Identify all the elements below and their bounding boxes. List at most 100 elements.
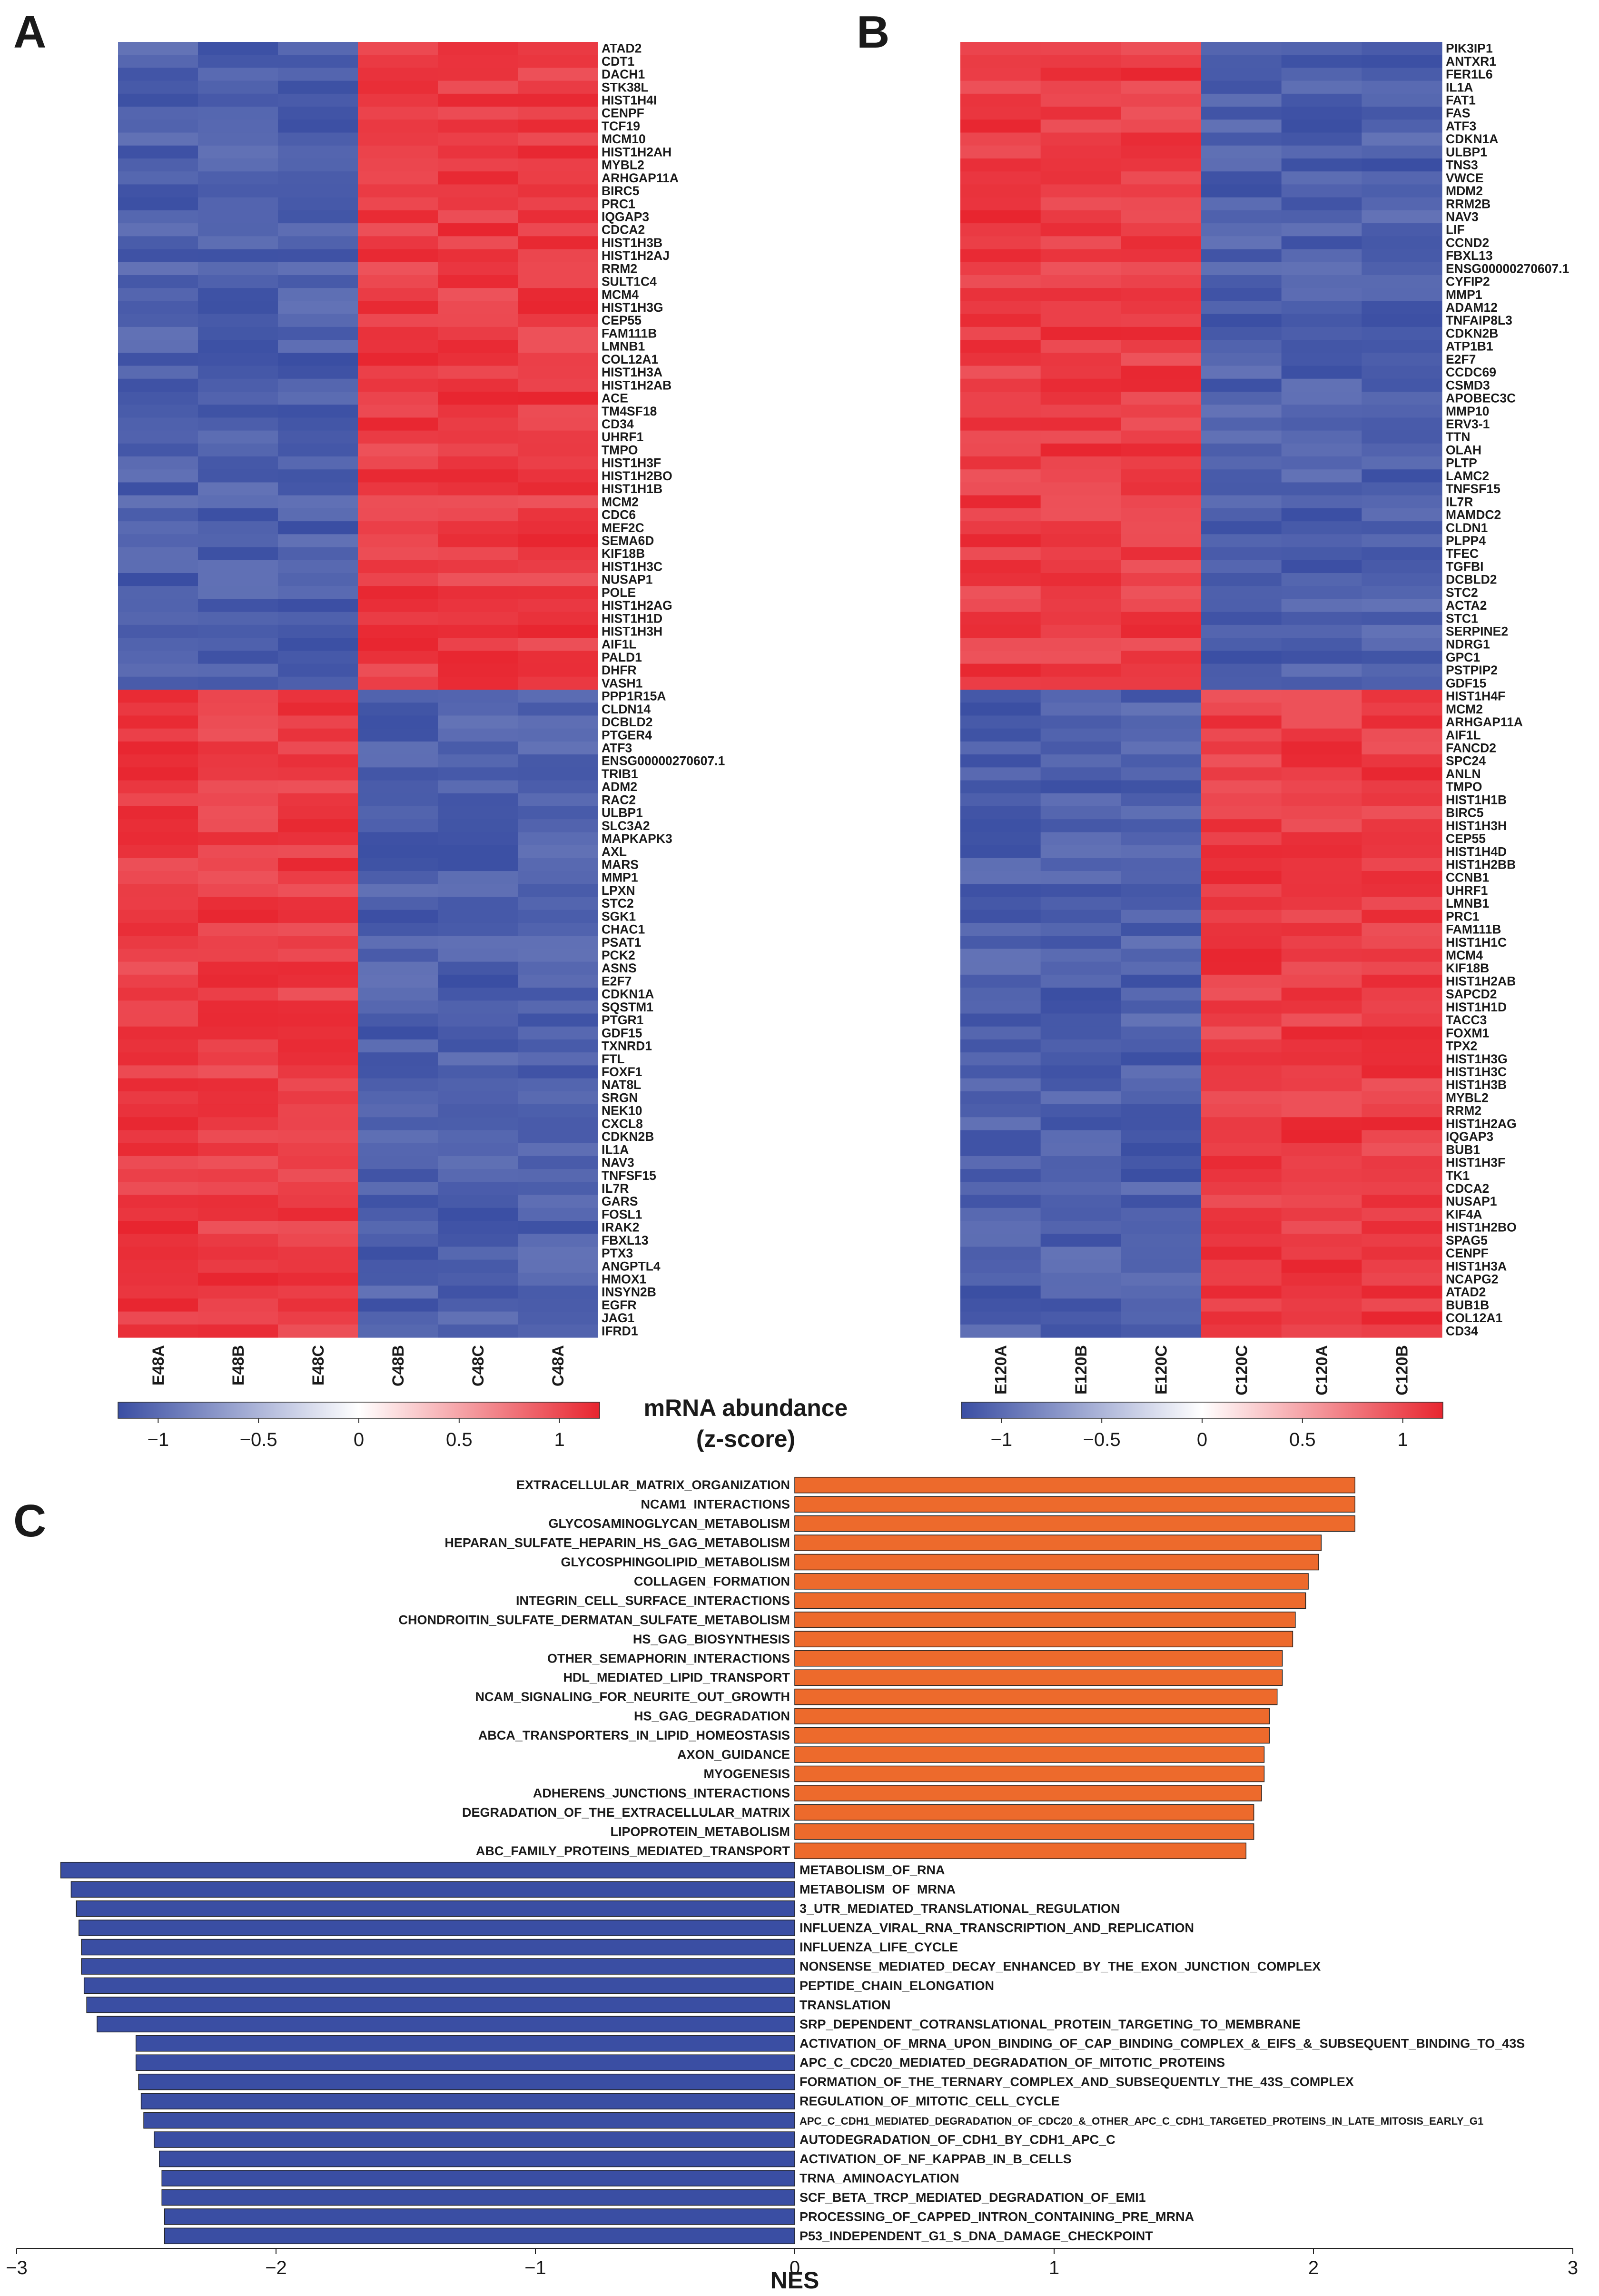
heatmap-cell [118,456,198,470]
heatmap-cell [438,1156,518,1169]
heatmap-cell [198,521,278,534]
heatmap-cell [518,703,598,716]
heatmap-cell [358,288,438,301]
colorbar-a: −1 −0.5 0 0.5 1 [118,1402,600,1450]
heatmap-cell [118,586,198,600]
heatmap-cell [118,197,198,211]
x-tick-label: −1 [524,2257,546,2278]
heatmap-cell [1201,171,1282,185]
heatmap-cell [1201,1286,1282,1299]
heatmap-cell [518,1169,598,1182]
pathway-label: ABC_FAMILY_PROTEINS_MEDIATED_TRANSPORT [476,1844,790,1858]
heatmap-cell [278,1000,358,1014]
heatmap-cell [278,68,358,81]
heatmap-cell [278,262,358,276]
gene-label: TNFSF15 [1446,482,1500,496]
heatmap-cell [1362,288,1442,301]
heatmap-cell [960,974,1041,988]
pathway-label: GLYCOSAMINOGLYCAN_METABOLISM [548,1516,790,1531]
heatmap-cell [1201,690,1282,703]
heatmap-cell [1121,405,1202,418]
heatmap-cell [198,132,278,146]
gene-label: UHRF1 [1446,883,1488,898]
heatmap-cell [1201,1104,1282,1118]
nes-bar [161,2189,795,2206]
heatmap-cell [960,93,1041,107]
heatmap-cell [118,547,198,561]
heatmap-cell [1121,961,1202,975]
heatmap-cell [518,871,598,884]
heatmap-cell [198,612,278,625]
heatmap-cell [1040,197,1121,211]
heatmap-cell [1201,651,1282,664]
heatmap-cell [1281,1221,1362,1234]
heatmap-cell [1121,547,1202,561]
heatmap-cell [1281,1259,1362,1273]
heatmap-cell [438,314,518,327]
heatmap-cell [960,534,1041,548]
gene-label: PPP1R15A [602,689,666,703]
heatmap-cell [358,42,438,55]
heatmap-cell [278,676,358,690]
heatmap-cell [358,819,438,833]
heatmap-cell [1121,521,1202,534]
heatmap-cell [198,314,278,327]
heatmap-cell [358,262,438,276]
gene-label: MDM2 [1446,184,1483,198]
colorbar-tick-label: 0 [1197,1429,1207,1450]
heatmap-cell [518,391,598,405]
heatmap-cell [198,1311,278,1325]
heatmap-cell [1201,55,1282,69]
heatmap-cell [960,145,1041,159]
gene-label: CENPF [602,106,644,120]
nes-bar [794,1785,1262,1801]
heatmap-cell [1201,1207,1282,1221]
heatmap-cell [198,793,278,807]
heatmap-cell [1281,327,1362,340]
heatmap-cell [960,107,1041,120]
gene-label: KIF4A [1446,1207,1482,1221]
heatmap-cell [358,1221,438,1234]
gene-label: SRGN [602,1090,638,1105]
heatmap-cell [518,197,598,211]
heatmap-cell [118,780,198,794]
heatmap-cell [118,171,198,185]
heatmap-cell [438,430,518,444]
gene-label: ATF3 [1446,119,1476,133]
gene-label: SPAG5 [1446,1233,1488,1247]
heatmap-cell [960,171,1041,185]
nes-bar [794,1727,1270,1744]
heatmap-b: PIK3IP1ANTXR1FER1L6IL1AFAT1FASATF3CDKN1A… [960,41,1569,1395]
gene-label: HIST1H1B [602,482,662,496]
heatmap-cell [1040,624,1121,638]
heatmap-cell [118,624,198,638]
pathway-label: SRP_DEPENDENT_COTRANSLATIONAL_PROTEIN_TA… [800,2017,1301,2031]
heatmap-cell [438,197,518,211]
heatmap-cell [198,1234,278,1247]
gene-label: ANTXR1 [1446,54,1496,69]
gene-label: FOXM1 [1446,1026,1489,1040]
pathway-label: INFLUENZA_LIFE_CYCLE [800,1940,958,1954]
heatmap-cell [118,1234,198,1247]
heatmap-cell [358,107,438,120]
heatmap-cell [960,547,1041,561]
x-tick-label: 0 [790,2257,800,2278]
heatmap-cell [960,158,1041,172]
gene-label: ANGPTL4 [602,1259,661,1273]
heatmap-cell [358,1272,438,1286]
heatmap-cell [1040,417,1121,431]
heatmap-cell [1121,288,1202,301]
heatmap-cell [358,767,438,781]
heatmap-cell [198,858,278,871]
heatmap-cell [960,1207,1041,1221]
heatmap-cell [118,236,198,250]
heatmap-cell [438,884,518,898]
gene-label: TNFSF15 [602,1168,656,1183]
heatmap-cell [1201,1221,1282,1234]
heatmap-cell [1362,922,1442,936]
heatmap-cell [198,780,278,794]
heatmap-cell [1201,1311,1282,1325]
heatmap-cell [518,262,598,276]
heatmap-cell [1201,521,1282,534]
heatmap-cell [1201,80,1282,94]
